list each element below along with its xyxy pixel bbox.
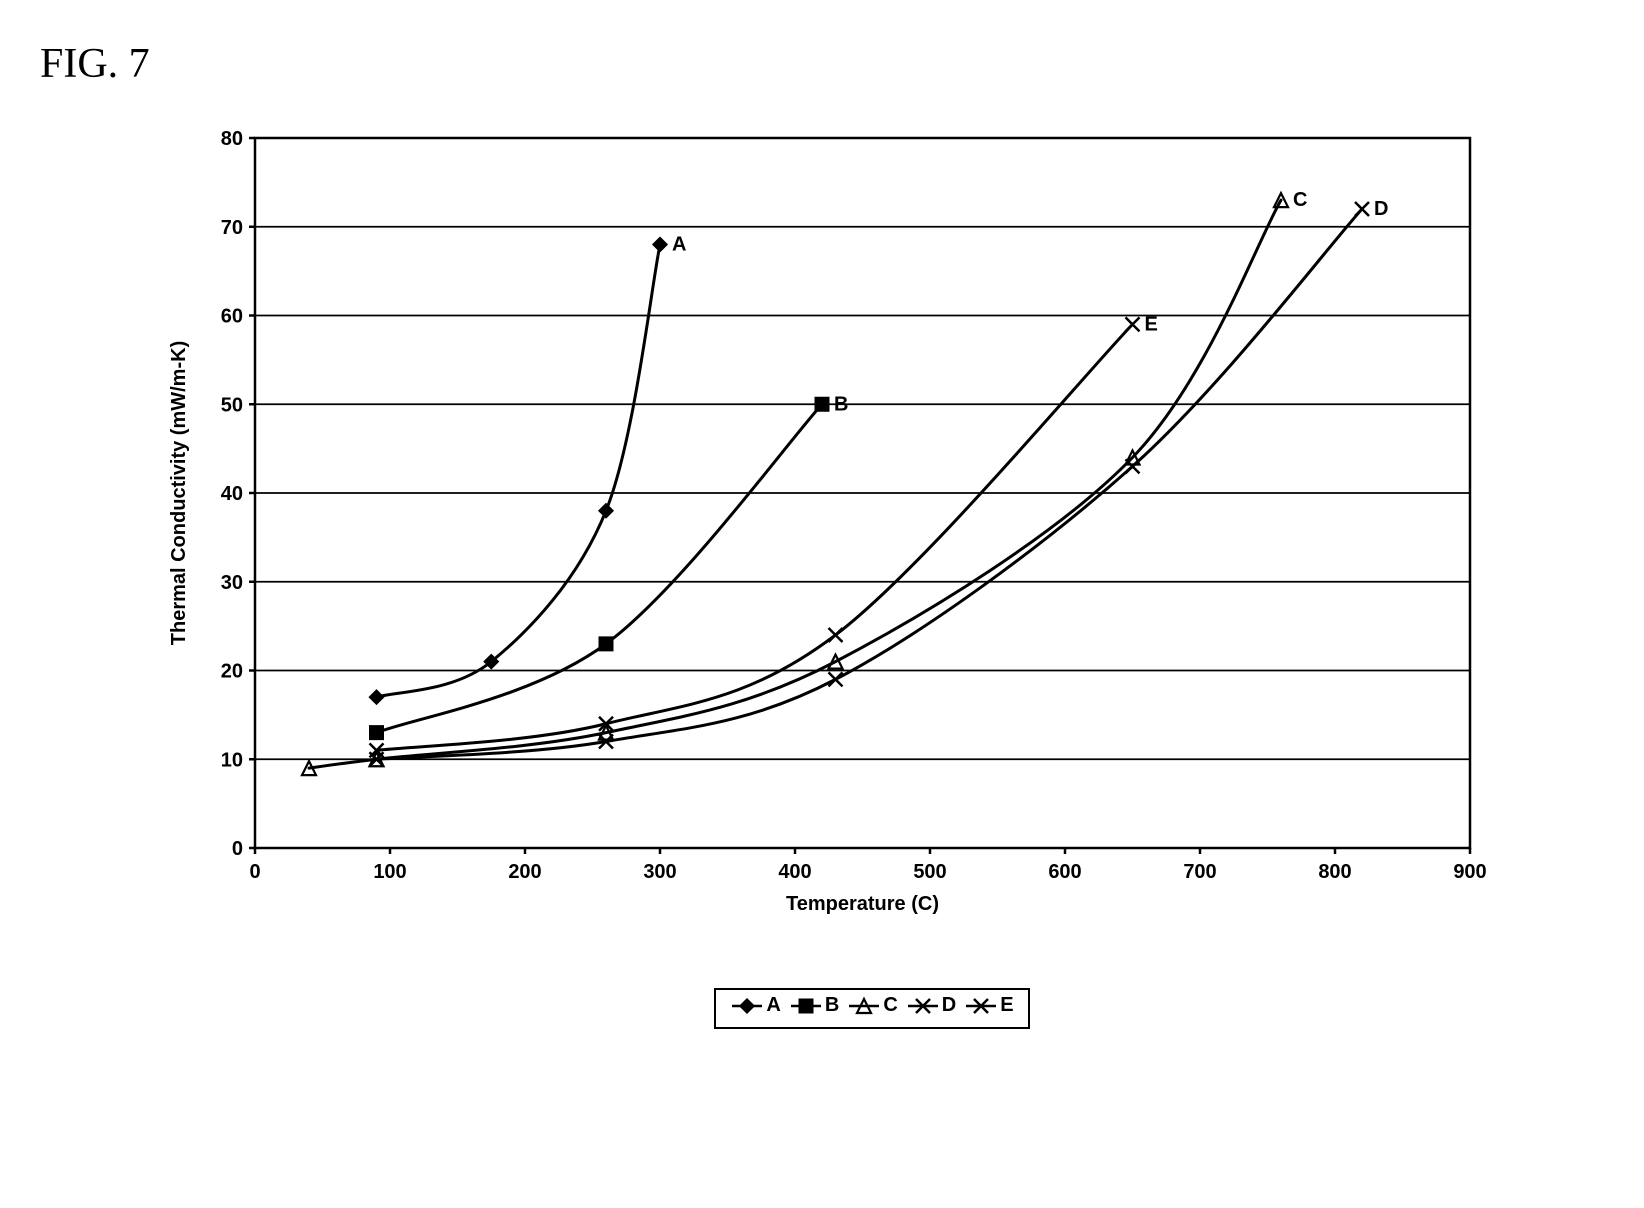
- y-tick-label: 40: [221, 483, 243, 505]
- y-tick-label: 0: [232, 838, 243, 860]
- series-end-label: D: [1374, 198, 1388, 220]
- x-tick-label: 200: [508, 861, 541, 883]
- y-tick-label: 20: [221, 661, 243, 683]
- y-tick-label: 10: [221, 749, 243, 771]
- x-tick-label: 700: [1183, 861, 1216, 883]
- legend-label: D: [942, 994, 956, 1017]
- y-tick-label: 70: [221, 217, 243, 239]
- y-tick-label: 30: [221, 572, 243, 594]
- legend-label: B: [825, 994, 839, 1017]
- x-tick-label: 300: [643, 861, 676, 883]
- y-tick-label: 60: [221, 306, 243, 328]
- series-end-label: A: [672, 234, 686, 256]
- y-tick-label: 80: [221, 128, 243, 150]
- x-tick-label: 600: [1048, 861, 1081, 883]
- series-end-label: E: [1145, 313, 1158, 335]
- chart-container: 0 100 200 300 400 500 600 700 800 900 0 10 20 30 40 50 6…: [140, 108, 1604, 928]
- figure-label: FIG. 7: [40, 40, 1604, 88]
- y-tick-label: 50: [221, 394, 243, 416]
- x-tick-label: 0: [249, 861, 260, 883]
- legend-label: A: [766, 994, 780, 1017]
- series-end-label: C: [1293, 189, 1307, 211]
- y-axis-label: Thermal Conductivity (mW/m-K): [168, 341, 190, 645]
- legend-item-C: C: [847, 994, 897, 1017]
- legend-item-D: D: [906, 994, 956, 1017]
- x-tick-label: 400: [778, 861, 811, 883]
- legend-item-A: A: [730, 994, 780, 1017]
- x-tick-label: 500: [913, 861, 946, 883]
- legend-label: C: [883, 994, 897, 1017]
- chart-svg: 0 100 200 300 400 500 600 700 800 900 0 10 20 30 40 50 6…: [140, 108, 1490, 928]
- legend-label: E: [1000, 994, 1013, 1017]
- series-end-label: B: [834, 393, 848, 415]
- legend-item-E: E: [964, 994, 1013, 1017]
- x-axis-label: Temperature (C): [786, 893, 939, 915]
- x-tick-label: 100: [373, 861, 406, 883]
- legend: A B C D E: [714, 988, 1029, 1029]
- legend-item-B: B: [789, 994, 839, 1017]
- x-tick-label: 800: [1318, 861, 1351, 883]
- x-tick-label: 900: [1453, 861, 1486, 883]
